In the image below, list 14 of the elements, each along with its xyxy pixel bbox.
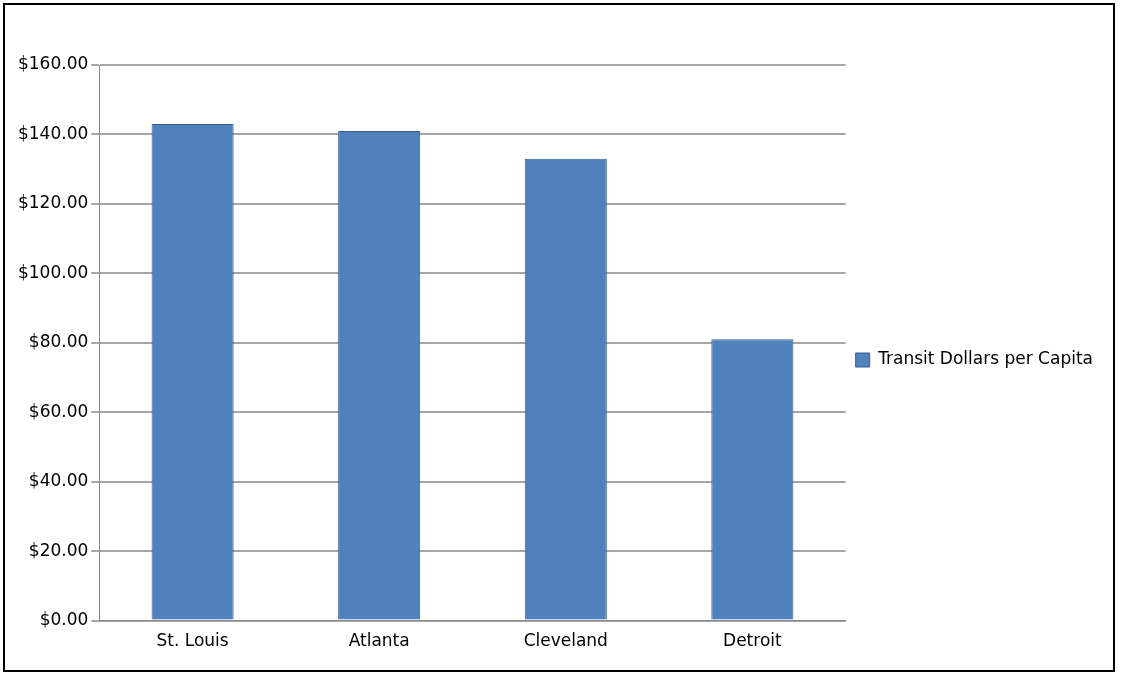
y-tick-label: $40.00 <box>28 470 89 491</box>
y-tick-label: $100.00 <box>17 261 89 282</box>
x-tick-label: Detroit <box>723 630 782 651</box>
x-tick-label: Atlanta <box>348 630 410 651</box>
x-tick-label: St. Louis <box>156 630 229 651</box>
legend-label: Transit Dollars per Capita <box>877 348 1094 369</box>
y-tick-label: $60.00 <box>28 400 89 421</box>
y-tick-label: $140.00 <box>17 122 89 143</box>
y-tick-label: $20.00 <box>28 539 89 560</box>
y-tick-label: $160.00 <box>17 53 89 74</box>
y-tick-label: $80.00 <box>28 331 89 352</box>
x-tick-label: Cleveland <box>523 630 608 651</box>
y-tick-label: $0.00 <box>39 609 89 630</box>
y-tick-label: $120.00 <box>17 192 89 213</box>
